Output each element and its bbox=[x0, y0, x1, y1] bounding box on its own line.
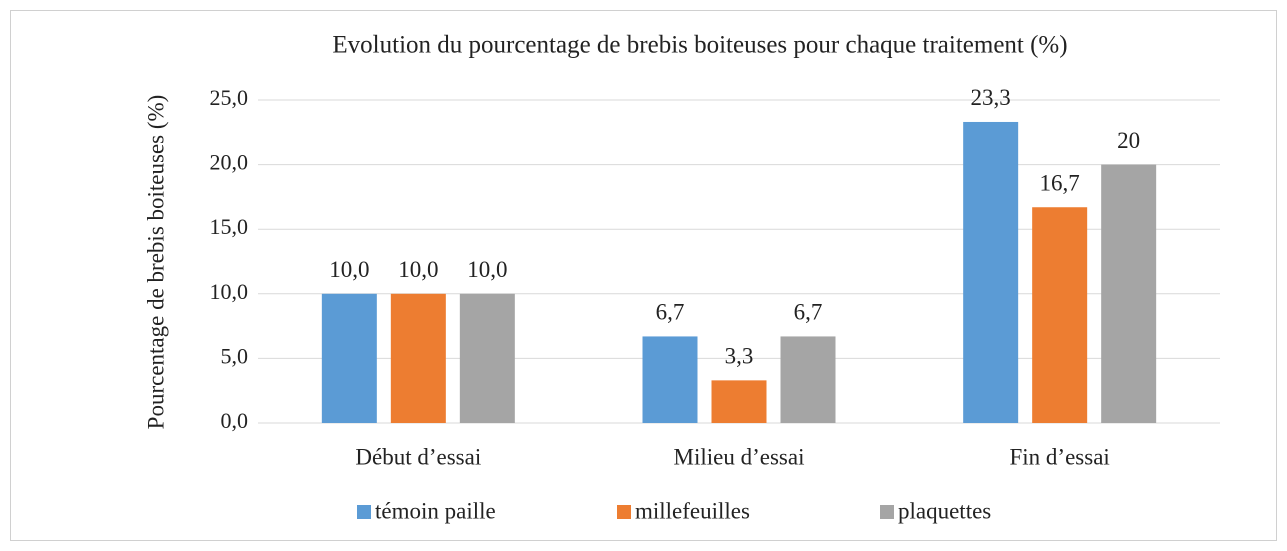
bar bbox=[780, 336, 836, 423]
legend-label: témoin paille bbox=[375, 498, 496, 523]
y-tick-label: 0,0 bbox=[221, 408, 249, 433]
legend-label: millefeuilles bbox=[635, 498, 750, 523]
x-tick-label: Milieu d’essai bbox=[674, 444, 805, 469]
y-tick-label: 25,0 bbox=[210, 85, 249, 110]
y-axis-title: Pourcentage de brebis boiteuses (%) bbox=[143, 95, 168, 430]
y-tick-label: 10,0 bbox=[210, 279, 249, 304]
bar bbox=[459, 293, 515, 423]
bar bbox=[1101, 164, 1157, 423]
chart-title: Evolution du pourcentage de brebis boite… bbox=[332, 32, 1067, 59]
bar bbox=[963, 121, 1019, 424]
value-label: 23,3 bbox=[971, 85, 1011, 110]
value-label: 10,0 bbox=[329, 257, 369, 282]
value-label: 16,7 bbox=[1040, 171, 1080, 196]
x-tick-label: Début d’essai bbox=[355, 444, 481, 469]
legend-label: plaquettes bbox=[898, 498, 991, 523]
value-label: 3,3 bbox=[725, 344, 754, 369]
value-label: 6,7 bbox=[656, 300, 685, 325]
y-tick-label: 15,0 bbox=[210, 214, 249, 239]
legend-swatch bbox=[880, 505, 894, 519]
value-label: 10,0 bbox=[398, 257, 438, 282]
y-tick-label: 5,0 bbox=[221, 343, 249, 368]
value-label: 6,7 bbox=[794, 300, 823, 325]
value-label: 10,0 bbox=[467, 257, 507, 282]
bar bbox=[390, 293, 446, 423]
bar bbox=[1032, 207, 1088, 423]
legend-swatch bbox=[617, 505, 631, 519]
y-tick-label: 20,0 bbox=[210, 150, 249, 175]
bar bbox=[321, 293, 377, 423]
legend-swatch bbox=[357, 505, 371, 519]
value-label: 20 bbox=[1117, 128, 1140, 153]
bar bbox=[711, 380, 767, 423]
bar bbox=[642, 336, 698, 423]
x-tick-label: Fin d’essai bbox=[1010, 444, 1110, 469]
